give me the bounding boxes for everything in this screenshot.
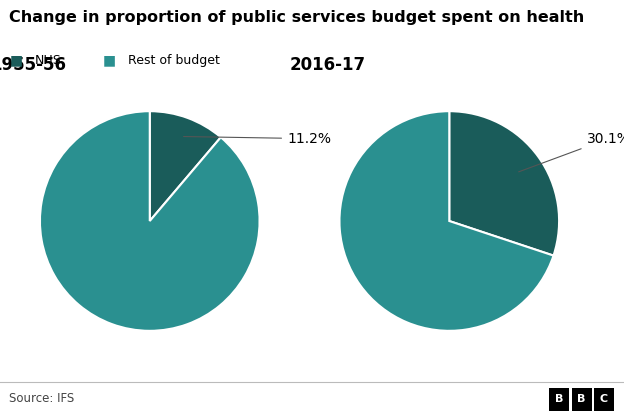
Text: ■: ■: [9, 53, 22, 68]
Wedge shape: [339, 111, 553, 331]
Wedge shape: [40, 111, 260, 331]
Text: Change in proportion of public services budget spent on health: Change in proportion of public services …: [9, 10, 585, 25]
Text: 1955-56: 1955-56: [0, 56, 67, 74]
Text: ■: ■: [103, 53, 116, 68]
Wedge shape: [449, 111, 559, 256]
Text: B: B: [555, 394, 563, 404]
Wedge shape: [150, 111, 221, 221]
Text: Rest of budget: Rest of budget: [128, 54, 220, 67]
Text: NHS: NHS: [34, 54, 61, 67]
Text: C: C: [600, 394, 608, 404]
Text: 2016-17: 2016-17: [290, 56, 366, 74]
Text: 30.1%: 30.1%: [519, 132, 624, 172]
Text: B: B: [577, 394, 586, 404]
Text: 11.2%: 11.2%: [183, 132, 331, 146]
Text: Source: IFS: Source: IFS: [9, 392, 75, 405]
